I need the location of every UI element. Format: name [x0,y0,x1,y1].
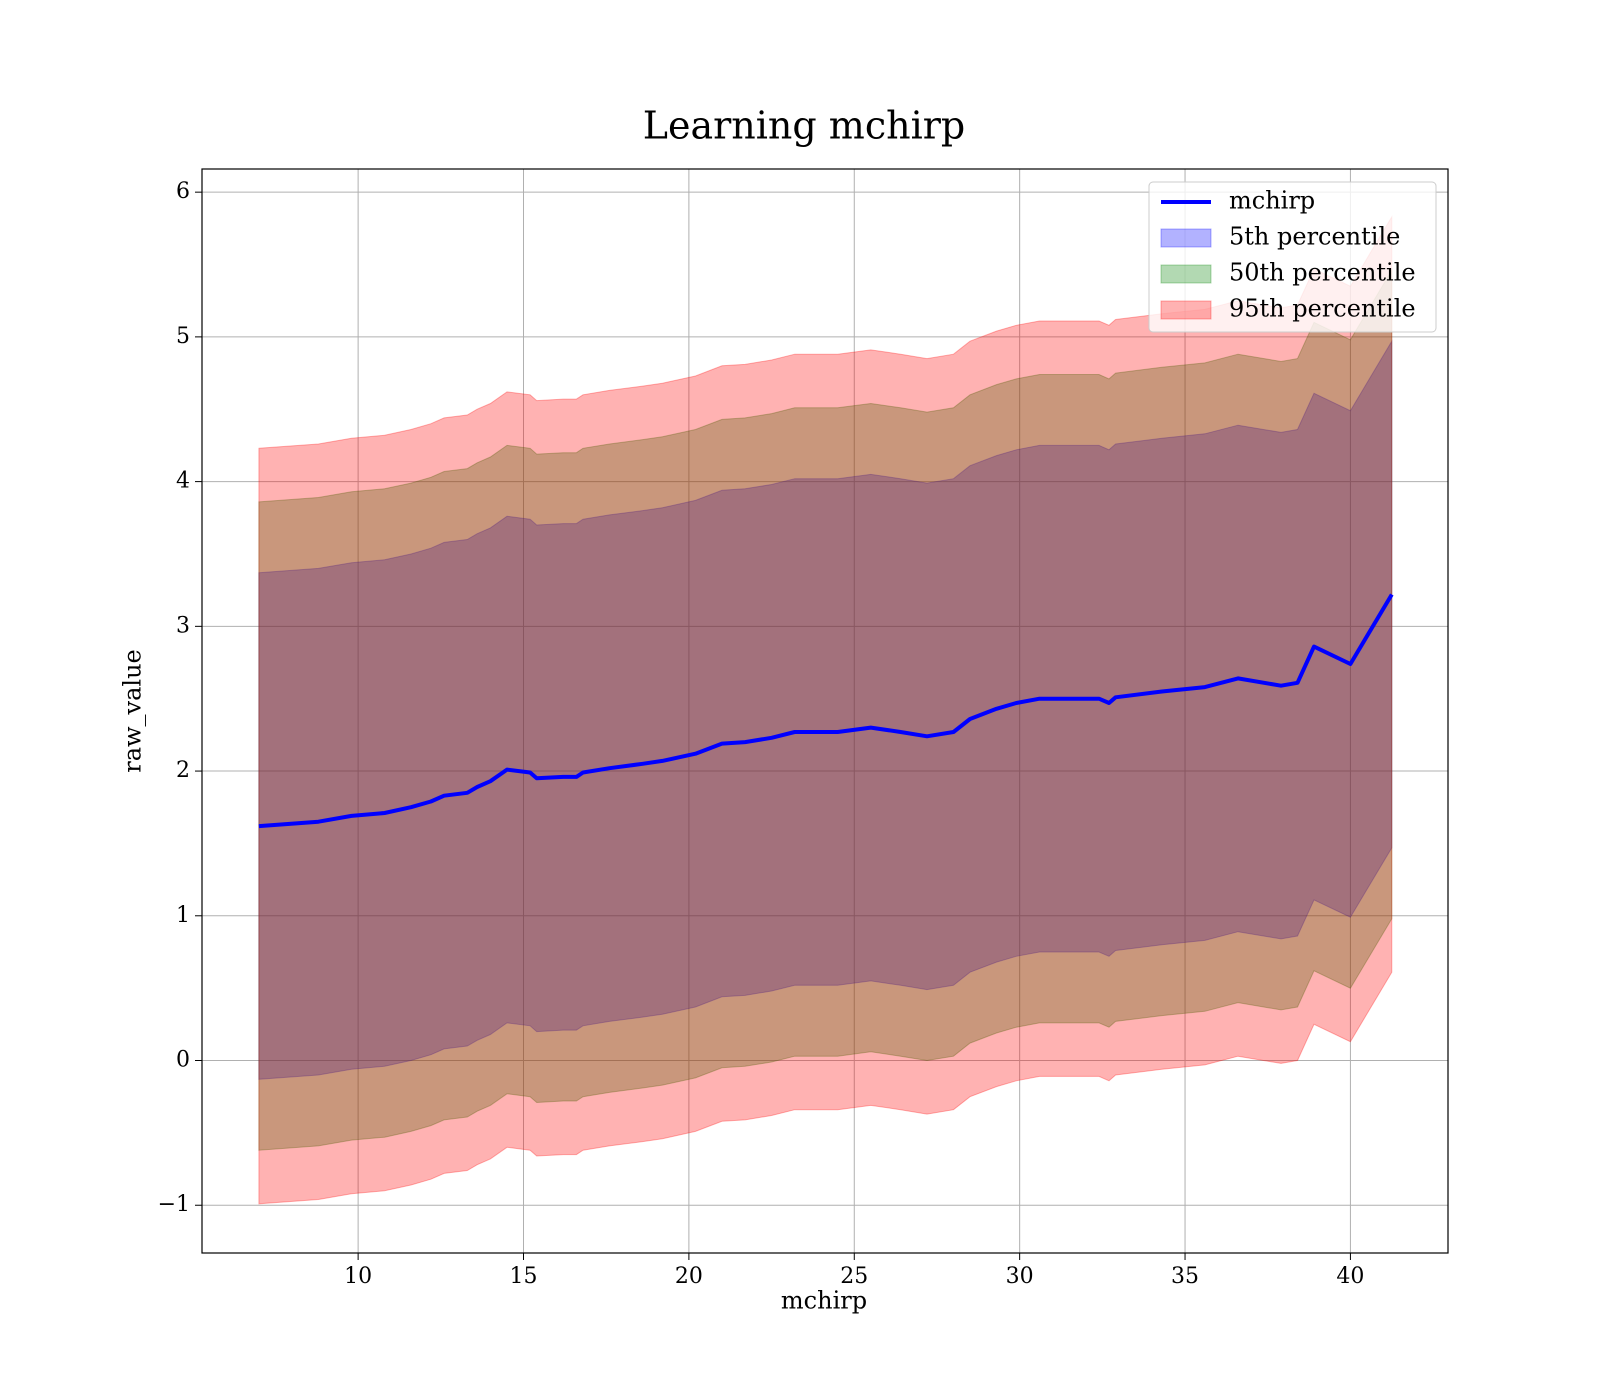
x-axis-label: mchirp [781,1287,867,1315]
chart-title: Learning mchirp [643,104,965,148]
legend-label: mchirp [1229,187,1315,215]
plot-frame [201,168,1449,1254]
legend-label: 50th percentile [1229,259,1416,287]
percentile-band [258,214,1393,1205]
legend-swatch [1160,300,1212,320]
y-tick-label: 4 [176,469,190,494]
y-axis-label: raw_value [119,649,147,773]
x-tick-label: 25 [840,1264,868,1289]
line [258,593,1394,829]
y-tick-label: 6 [176,179,190,204]
y-tick-label: −1 [158,1192,190,1217]
legend-label: 95th percentile [1229,295,1416,323]
legend-label: 5th percentile [1229,223,1400,251]
x-tick-label: 10 [344,1264,372,1289]
y-tick-label: 5 [176,324,190,349]
legend: mchirp 5th percentile 50th percentile 95th … [1148,181,1437,333]
y-tick-label: 1 [176,903,190,928]
legend-swatch [1160,264,1212,284]
x-tick-label: 30 [1006,1264,1034,1289]
legend-swatch [1160,228,1212,248]
x-tick-label: 15 [510,1264,538,1289]
y-tick-label: 3 [176,613,190,638]
percentile-band [258,339,1393,1080]
x-tick-label: 35 [1171,1264,1199,1289]
y-tick-label: 0 [176,1048,190,1073]
x-tick-label: 20 [675,1264,703,1289]
legend-box [1148,181,1437,333]
y-tick-label: 2 [176,758,190,783]
x-tick-label: 40 [1336,1264,1364,1289]
percentile-band [258,268,1393,1151]
